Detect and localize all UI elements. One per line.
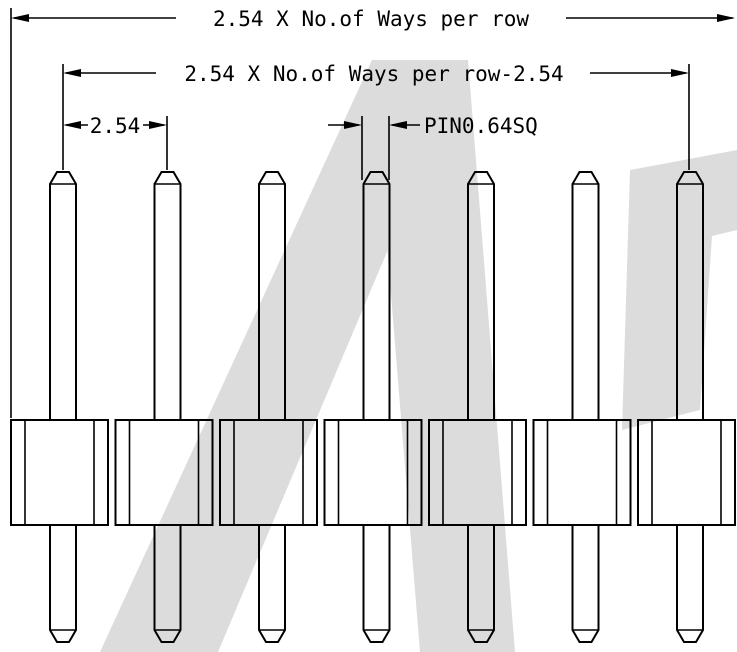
pitch-dimension: 2.54 — [63, 114, 168, 170]
overall-dimension: 2.54 X No.of Ways per row — [10, 7, 735, 418]
lower-pin — [49, 525, 77, 643]
lower-pin — [153, 525, 182, 643]
lower-pin — [676, 525, 704, 643]
pitch-dimension-label: 2.54 — [90, 114, 141, 138]
arrow-left-icon — [389, 121, 407, 129]
housing-block — [323, 419, 423, 526]
upper-pin — [467, 171, 495, 420]
inner-dimension-label: 2.54 X No.of Ways per row-2.54 — [184, 62, 563, 86]
lower-pin — [258, 525, 286, 643]
inner-dimension: 2.54 X No.of Ways per row-2.54 — [62, 62, 690, 170]
upper-pin — [49, 171, 77, 420]
arrow-left-icon — [63, 121, 81, 129]
upper-pin — [571, 171, 600, 420]
housing-block — [114, 419, 214, 526]
upper-pin — [258, 171, 286, 420]
pin-row — [10, 171, 736, 643]
arrow-right-icon — [344, 121, 362, 129]
housing-block — [219, 419, 318, 526]
watermark-logo — [100, 60, 737, 652]
upper-pin — [153, 171, 182, 420]
arrow-left-icon — [63, 69, 81, 77]
lower-pin — [362, 525, 391, 643]
arrow-right-icon — [671, 69, 689, 77]
arrow-right-icon — [717, 14, 735, 22]
pin-size-label: PIN0.64SQ — [424, 114, 538, 138]
upper-pin — [362, 171, 391, 420]
housing-block — [637, 419, 736, 526]
lower-pin — [571, 525, 600, 643]
overall-dimension-label: 2.54 X No.of Ways per row — [213, 7, 529, 31]
arrow-left-icon — [11, 14, 29, 22]
housing-block — [428, 419, 527, 526]
housing-block — [532, 419, 632, 526]
lower-pin — [467, 525, 495, 643]
arrow-right-icon — [149, 121, 167, 129]
upper-pin — [676, 171, 704, 420]
housing-block — [10, 419, 109, 526]
pin-size-dimension: PIN0.64SQ — [328, 114, 538, 180]
